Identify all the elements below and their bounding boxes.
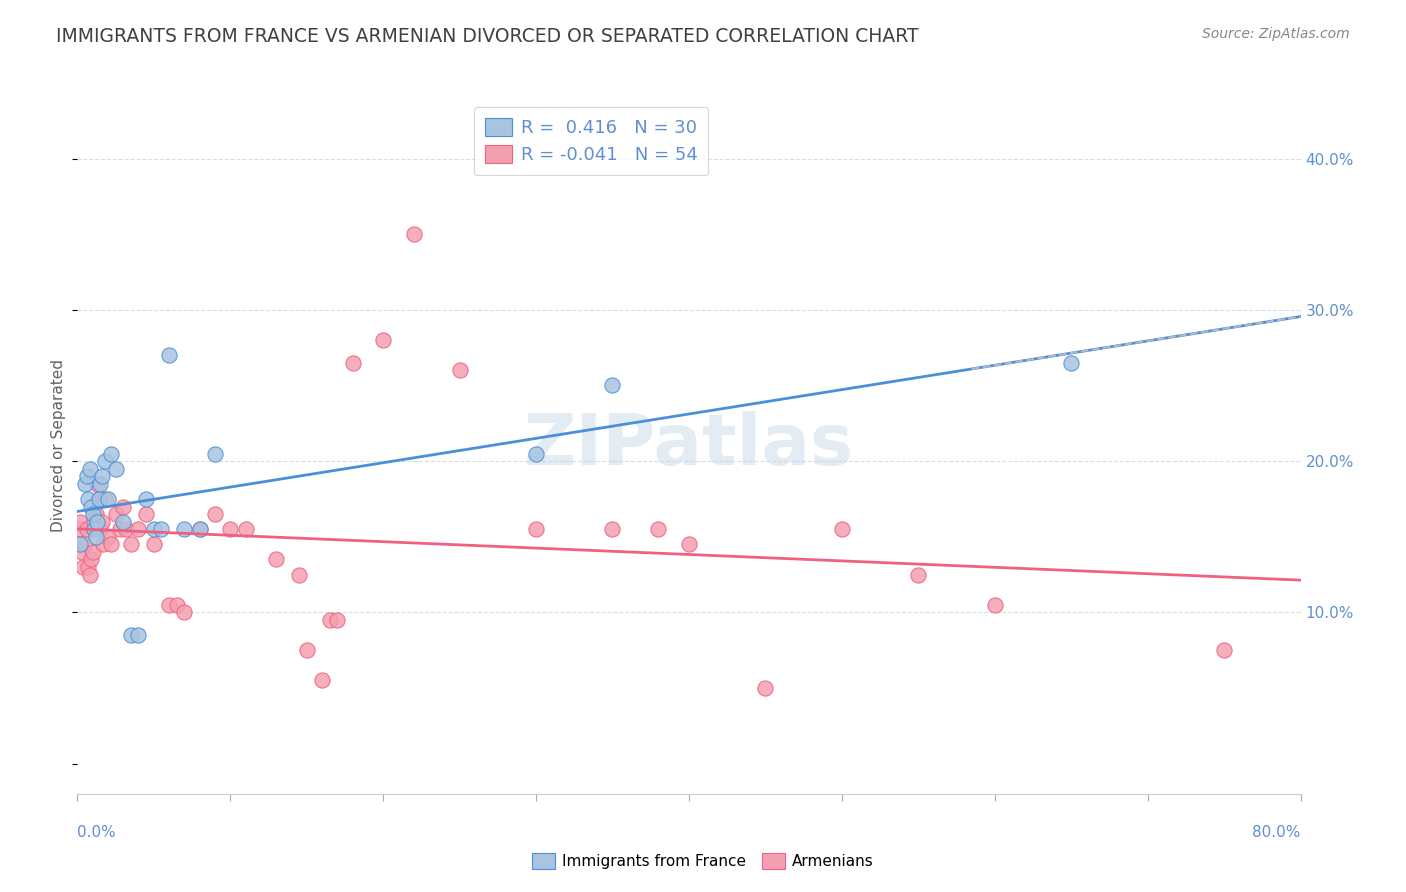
Point [84,507,107,521]
Point [87,491,110,506]
Point [87,491,110,506]
Point [142,537,165,551]
Point [104,461,127,475]
Point [135,507,157,521]
Point [90,515,112,529]
Point [326,613,349,627]
Legend: R =  0.416   N = 30, R = -0.041   N = 54: R = 0.416 N = 30, R = -0.041 N = 54 [474,107,709,175]
Point [449,363,471,377]
Point [602,378,624,392]
Text: ZIPatlas: ZIPatlas [524,411,853,481]
Point [402,227,425,242]
Point [219,522,242,536]
Point [100,537,122,551]
Point [166,598,188,612]
Point [73,476,96,491]
Point [69,515,91,529]
Point [79,461,101,475]
Point [120,628,142,642]
Point [524,446,547,460]
Point [678,537,700,551]
Point [173,522,195,536]
Point [91,537,114,551]
Point [97,491,120,506]
Y-axis label: Divorced or Separated: Divorced or Separated [51,359,66,533]
Point [157,598,180,612]
Point [112,515,135,529]
Text: 0.0%: 0.0% [77,825,117,840]
Point [204,507,226,521]
Point [295,643,318,657]
Point [235,522,257,536]
Point [318,613,340,627]
Point [67,522,90,536]
Point [128,628,150,642]
Point [108,522,131,536]
Point [142,522,165,536]
Point [69,537,91,551]
Point [82,545,104,559]
Point [264,552,287,566]
Text: 80.0%: 80.0% [1253,825,1301,840]
Point [89,476,111,491]
Point [76,522,98,536]
Point [647,522,669,536]
Point [77,560,100,574]
Point [97,530,120,544]
Point [128,522,150,536]
Point [94,454,117,468]
Point [73,537,96,551]
Point [86,515,108,529]
Point [100,446,122,460]
Point [342,356,364,370]
Legend: Immigrants from France, Armenians: Immigrants from France, Armenians [526,847,880,875]
Point [1060,356,1083,370]
Point [524,522,547,536]
Point [288,567,311,582]
Point [90,469,112,483]
Point [80,552,103,566]
Text: IMMIGRANTS FROM FRANCE VS ARMENIAN DIVORCED OR SEPARATED CORRELATION CHART: IMMIGRANTS FROM FRANCE VS ARMENIAN DIVOR… [56,27,920,45]
Point [77,491,100,506]
Point [115,522,138,536]
Point [602,522,624,536]
Point [83,522,105,536]
Point [83,515,105,529]
Point [371,333,394,347]
Point [754,681,776,695]
Point [150,522,173,536]
Point [94,491,117,506]
Point [79,567,101,582]
Text: Source: ZipAtlas.com: Source: ZipAtlas.com [1202,27,1350,41]
Point [80,500,103,514]
Point [112,500,135,514]
Point [86,476,108,491]
Point [907,567,929,582]
Point [157,348,180,362]
Point [76,469,98,483]
Point [1213,643,1236,657]
Point [84,530,107,544]
Point [89,522,111,536]
Point [72,560,94,574]
Point [70,545,93,559]
Point [82,507,104,521]
Point [831,522,853,536]
Point [204,446,226,460]
Point [120,537,142,551]
Point [188,522,211,536]
Point [311,673,333,688]
Point [984,598,1007,612]
Point [188,522,211,536]
Point [173,606,195,620]
Point [135,491,157,506]
Point [104,507,127,521]
